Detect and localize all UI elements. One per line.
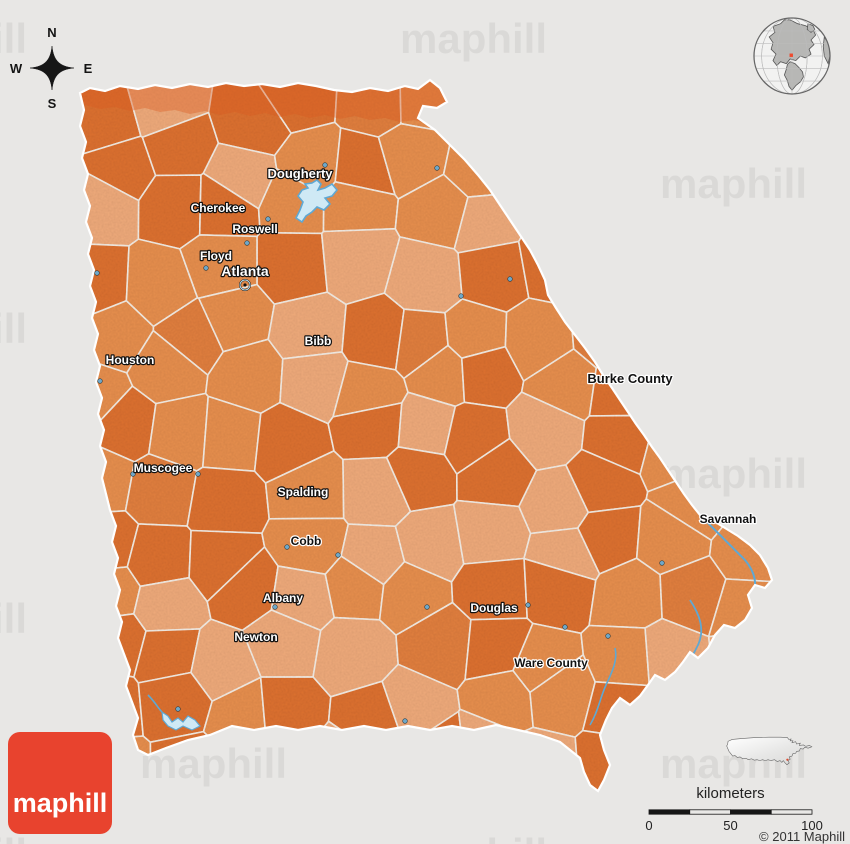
svg-text:© 2011 Maphill: © 2011 Maphill (759, 829, 845, 844)
svg-text:E: E (84, 61, 93, 76)
svg-text:S: S (48, 96, 57, 111)
svg-text:0: 0 (645, 818, 652, 833)
svg-text:maphill: maphill (13, 788, 108, 818)
svg-text:kilometers: kilometers (696, 785, 764, 802)
svg-text:N: N (47, 25, 56, 40)
svg-text:50: 50 (723, 818, 737, 833)
svg-text:W: W (10, 61, 23, 76)
